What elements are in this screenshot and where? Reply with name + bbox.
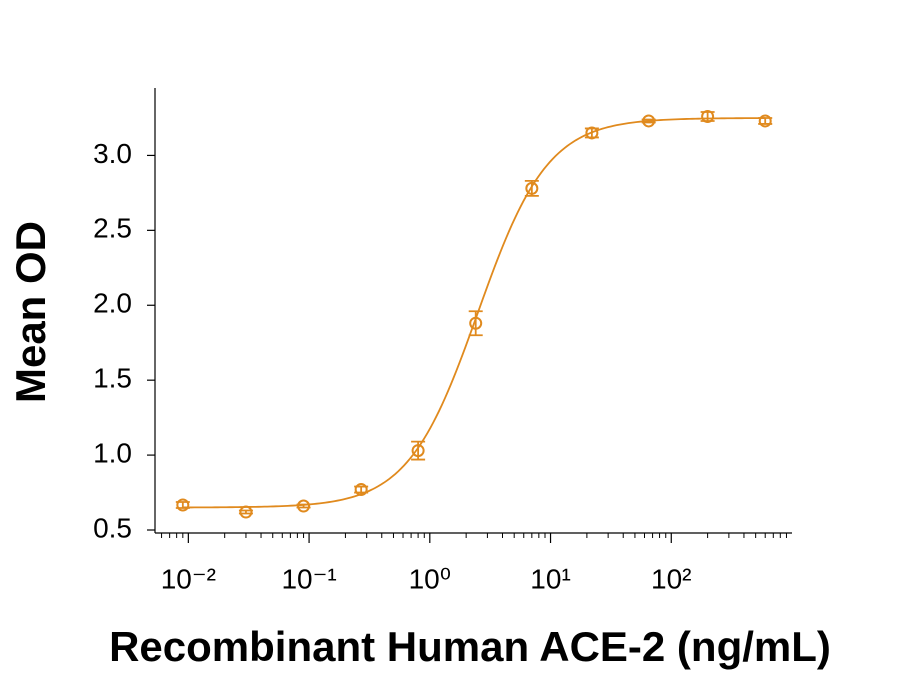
x-tick-label: 10¹ xyxy=(530,563,570,594)
x-axis-label: Recombinant Human ACE-2 (ng/mL) xyxy=(109,623,831,670)
x-tick-label: 10² xyxy=(651,563,691,594)
data-point xyxy=(469,316,483,330)
y-tick-label: 1.5 xyxy=(93,363,132,394)
data-point xyxy=(758,114,772,128)
y-tick-label: 2.5 xyxy=(93,213,132,244)
data-point xyxy=(701,109,715,123)
data-point xyxy=(411,444,425,458)
data-point xyxy=(297,499,311,513)
y-tick-label: 2.0 xyxy=(93,288,132,319)
x-tick-label: 10⁰ xyxy=(409,563,451,594)
data-point xyxy=(585,126,599,140)
y-tick-label: 0.5 xyxy=(93,512,132,543)
data-point xyxy=(354,483,368,497)
x-tick-label: 10⁻¹ xyxy=(281,563,336,594)
y-tick-label: 3.0 xyxy=(93,138,132,169)
data-point xyxy=(525,181,539,195)
data-point xyxy=(642,114,656,128)
x-tick-label: 10⁻² xyxy=(161,563,216,594)
data-point xyxy=(239,505,253,519)
fit-curve xyxy=(182,117,766,509)
y-axis-label: Mean OD xyxy=(7,221,54,403)
y-tick-label: 1.0 xyxy=(93,437,132,468)
error-bar xyxy=(468,310,483,337)
data-point xyxy=(176,498,190,512)
